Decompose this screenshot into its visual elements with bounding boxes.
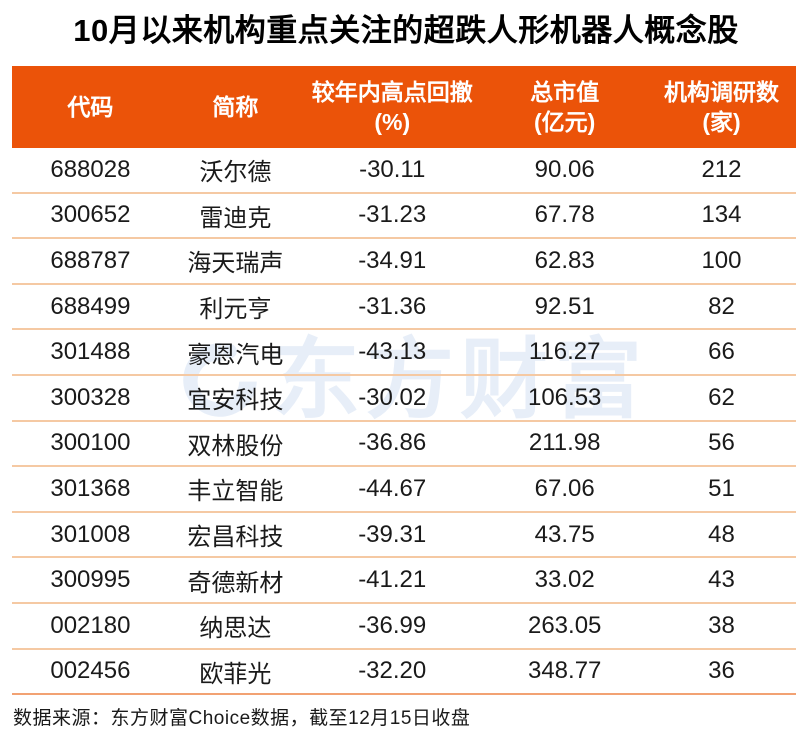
drawdown-cell: -31.36 bbox=[358, 292, 427, 320]
page-title: 10月以来机构重点关注的超跌人形机器人概念股 bbox=[73, 13, 739, 48]
market-cap-cell: 348.77 bbox=[527, 657, 602, 685]
table-row: 688787 海天瑞声 -34.91 62.83 100 bbox=[12, 239, 796, 285]
table-row: 300328 宜安科技 -30.02 106.53 62 bbox=[12, 376, 796, 422]
stock-name-cell: 沃尔德 bbox=[199, 159, 272, 187]
header-line1: 总市值 bbox=[530, 79, 600, 105]
header-line2: (%) bbox=[374, 109, 411, 135]
header-line1: 较年内高点回撤 bbox=[311, 79, 473, 105]
stock-name-cell: 利元亨 bbox=[199, 296, 272, 324]
drawdown-cell: -43.13 bbox=[358, 338, 427, 366]
stock-code-cell: 002456 bbox=[50, 657, 131, 685]
stock-code-cell: 300995 bbox=[50, 566, 131, 594]
market-cap-cell: 211.98 bbox=[528, 429, 601, 457]
header-cell-market-cap: 总市值 (亿元) bbox=[482, 66, 647, 148]
market-cap-cell: 263.05 bbox=[527, 611, 602, 639]
stock-name-cell: 宏昌科技 bbox=[187, 524, 284, 552]
table-body: 688028 沃尔德 -30.11 90.06 212 300652 雷迪克 -… bbox=[12, 148, 796, 696]
stock-code-cell: 300652 bbox=[50, 201, 131, 229]
research-count-cell: 51 bbox=[708, 474, 735, 502]
stock-code-cell: 300328 bbox=[50, 383, 131, 411]
stock-name-cell: 雷迪克 bbox=[199, 204, 272, 232]
header-cell-code: 代码 bbox=[12, 66, 169, 148]
stock-code-cell: 300100 bbox=[50, 429, 131, 457]
drawdown-cell: -41.21 bbox=[358, 566, 427, 594]
stock-name-cell: 宜安科技 bbox=[187, 387, 284, 415]
drawdown-cell: -30.02 bbox=[358, 383, 427, 411]
stock-name-cell: 欧菲光 bbox=[199, 660, 272, 688]
research-count-cell: 62 bbox=[708, 383, 735, 411]
stock-code-cell: 688499 bbox=[50, 292, 131, 320]
stock-code-cell: 688028 bbox=[50, 155, 131, 183]
market-cap-cell: 67.06 bbox=[534, 474, 595, 502]
stock-name-cell: 豪恩汽电 bbox=[187, 341, 284, 369]
research-count-cell: 212 bbox=[701, 155, 742, 183]
header-line2: (亿元) bbox=[534, 109, 596, 135]
stock-code-cell: 002180 bbox=[50, 611, 131, 639]
drawdown-cell: -36.99 bbox=[358, 611, 427, 639]
drawdown-cell: -36.86 bbox=[358, 429, 427, 457]
data-source-note: 数据来源：东方财富Choice数据，截至12月15日收盘 bbox=[13, 708, 471, 729]
drawdown-cell: -44.67 bbox=[358, 474, 427, 502]
research-count-cell: 56 bbox=[708, 429, 735, 457]
drawdown-cell: -32.20 bbox=[358, 657, 427, 685]
table-row: 300995 奇德新材 -41.21 33.02 43 bbox=[12, 558, 796, 604]
header-line1: 简称 bbox=[212, 94, 259, 120]
stock-code-cell: 301368 bbox=[50, 474, 131, 502]
table-row: 002456 欧菲光 -32.20 348.77 36 bbox=[12, 650, 796, 696]
table-header-row: 代码 简称 较年内高点回撤 (%) 总市值 (亿元) 机构调研数 (家) bbox=[12, 66, 796, 148]
table-row: 300652 雷迪克 -31.23 67.78 134 bbox=[12, 194, 796, 240]
research-count-cell: 66 bbox=[708, 338, 735, 366]
table-row: 301368 丰立智能 -44.67 67.06 51 bbox=[12, 467, 796, 513]
research-count-cell: 43 bbox=[708, 566, 735, 594]
market-cap-cell: 62.83 bbox=[534, 246, 595, 274]
table-row: 002180 纳思达 -36.99 263.05 38 bbox=[12, 604, 796, 650]
research-count-cell: 48 bbox=[708, 520, 735, 548]
header-cell-research-count: 机构调研数 (家) bbox=[647, 66, 796, 148]
market-cap-cell: 106.53 bbox=[527, 383, 602, 411]
drawdown-cell: -30.11 bbox=[359, 155, 426, 183]
table-row: 688499 利元亨 -31.36 92.51 82 bbox=[12, 285, 796, 331]
stock-code-cell: 301008 bbox=[50, 520, 131, 548]
research-count-cell: 38 bbox=[708, 611, 735, 639]
header-cell-name: 简称 bbox=[169, 66, 302, 148]
stock-name-cell: 海天瑞声 bbox=[187, 250, 284, 278]
drawdown-cell: -31.23 bbox=[358, 201, 427, 229]
drawdown-cell: -39.31 bbox=[358, 520, 427, 548]
research-count-cell: 82 bbox=[708, 292, 735, 320]
header-line1: 机构调研数 bbox=[663, 79, 779, 105]
stock-name-cell: 奇德新材 bbox=[187, 569, 284, 597]
research-count-cell: 134 bbox=[701, 201, 742, 229]
table-row: 301008 宏昌科技 -39.31 43.75 48 bbox=[12, 513, 796, 559]
stock-name-cell: 双林股份 bbox=[187, 432, 284, 460]
stock-code-cell: 688787 bbox=[50, 246, 131, 274]
stock-name-cell: 纳思达 bbox=[199, 615, 272, 643]
header-line2: (家) bbox=[702, 109, 741, 135]
stock-name-cell: 丰立智能 bbox=[187, 478, 284, 506]
market-cap-cell: 67.78 bbox=[534, 201, 595, 229]
research-count-cell: 100 bbox=[701, 246, 742, 274]
market-cap-cell: 116.27 bbox=[528, 338, 601, 366]
research-count-cell: 36 bbox=[708, 657, 735, 685]
header-line1: 代码 bbox=[67, 94, 114, 120]
table-row: 301488 豪恩汽电 -43.13 116.27 66 bbox=[12, 330, 796, 376]
market-cap-cell: 33.02 bbox=[534, 566, 595, 594]
drawdown-cell: -34.91 bbox=[358, 246, 427, 274]
header-cell-drawdown: 较年内高点回撤 (%) bbox=[302, 66, 482, 148]
market-cap-cell: 90.06 bbox=[534, 155, 595, 183]
market-cap-cell: 43.75 bbox=[534, 520, 595, 548]
table-row: 688028 沃尔德 -30.11 90.06 212 bbox=[12, 148, 796, 194]
market-cap-cell: 92.51 bbox=[534, 292, 595, 320]
stock-table: 代码 简称 较年内高点回撤 (%) 总市值 (亿元) 机构调研数 (家) 688… bbox=[12, 66, 796, 696]
table-row: 300100 双林股份 -36.86 211.98 56 bbox=[12, 422, 796, 468]
stock-code-cell: 301488 bbox=[50, 338, 131, 366]
